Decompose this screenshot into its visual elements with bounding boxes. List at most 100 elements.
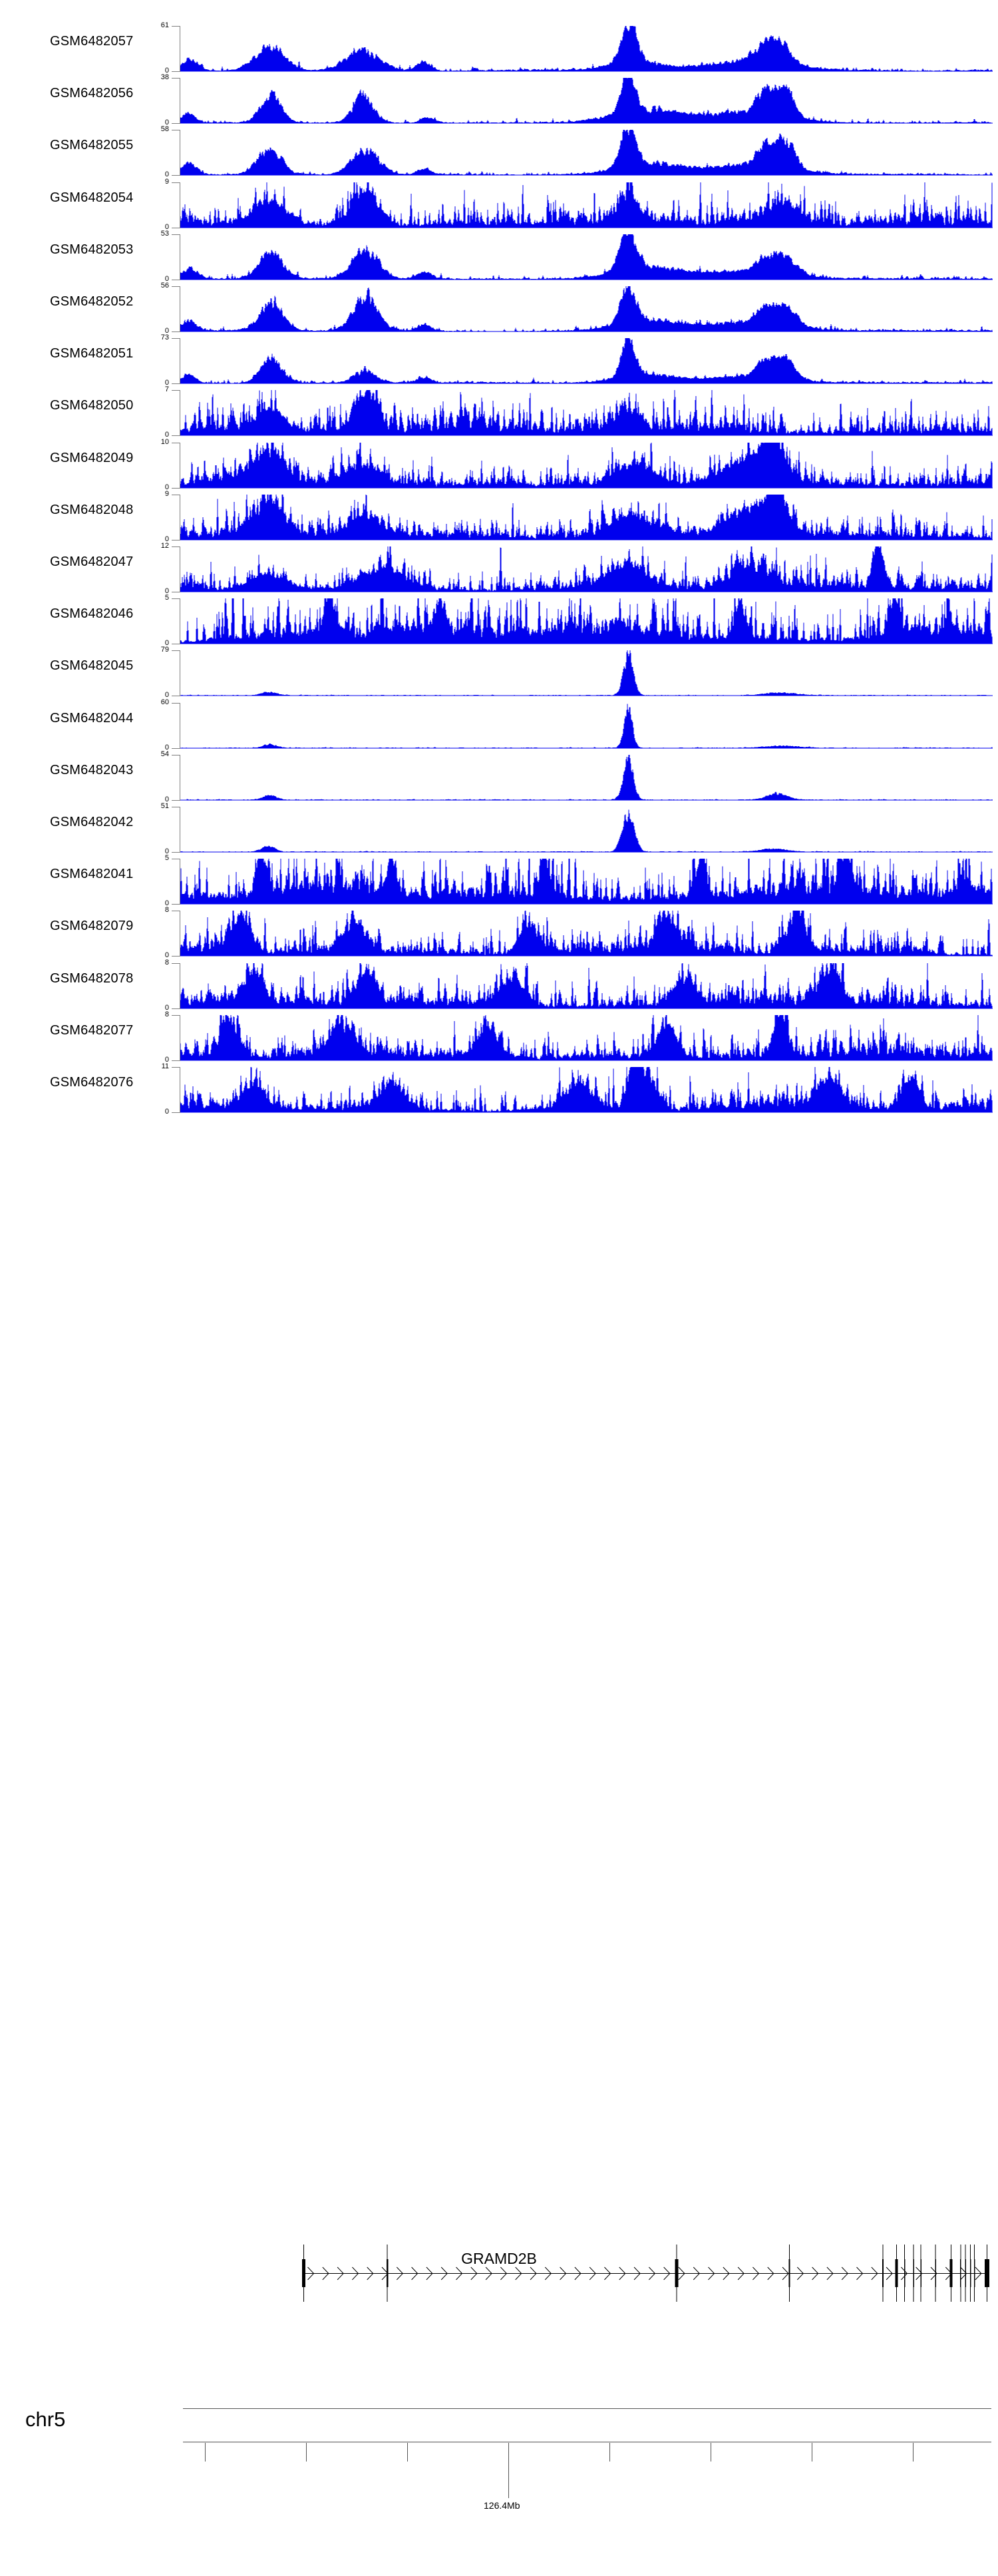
coverage-signal (180, 546, 993, 592)
track-sample-label: GSM6482057 (50, 34, 134, 49)
track-axis-min-label: 0 (164, 691, 169, 699)
track-sample-label: GSM6482043 (50, 763, 134, 777)
track-sample-label: GSM6482047 (50, 554, 134, 569)
coverage-track[interactable]: GSM6482053 53 0 (0, 212, 998, 283)
track-axis-max-tick (172, 26, 180, 27)
coverage-signal (180, 495, 993, 540)
track-axis-min-label: 0 (164, 379, 169, 387)
track-sample-label: GSM6482042 (50, 815, 134, 829)
coverage-track[interactable]: GSM6482050 7 0 (0, 367, 998, 439)
track-axis-min-label: 0 (164, 483, 169, 491)
coverage-track[interactable]: GSM6482041 5 0 (0, 836, 998, 907)
coverage-track[interactable]: GSM6482077 8 0 (0, 992, 998, 1064)
track-axis-max-tick (172, 1067, 180, 1068)
track-axis-max-tick (172, 338, 180, 339)
track-axis-min-label: 0 (164, 170, 169, 178)
track-axis-max-label: 38 (160, 73, 169, 81)
coverage-track[interactable]: GSM6482054 9 0 (0, 160, 998, 231)
track-axis-min-label: 0 (164, 275, 169, 283)
track-axis-max-label: 8 (164, 906, 169, 914)
track-axis-max-label: 73 (160, 333, 169, 341)
track-sample-label: GSM6482077 (50, 1023, 134, 1038)
coverage-track[interactable]: GSM6482049 10 0 (0, 420, 998, 491)
coverage-track[interactable]: GSM6482043 54 0 (0, 732, 998, 803)
track-axis-max-label: 54 (160, 750, 169, 758)
track-axis-max-label: 7 (164, 385, 169, 393)
track-axis-max-tick (172, 650, 180, 651)
ruler-position-label: 126.4Mb (484, 2500, 520, 2511)
track-axis-min-label: 0 (164, 951, 169, 959)
track-axis-max-tick (172, 598, 180, 599)
track-axis-max-tick (172, 1015, 180, 1016)
track-sample-label: GSM6482078 (50, 971, 134, 986)
track-axis-min-label: 0 (164, 795, 169, 803)
track-sample-label: GSM6482052 (50, 294, 134, 309)
coverage-track[interactable]: GSM6482076 11 0 (0, 1044, 998, 1116)
track-axis-max-tick (172, 703, 180, 704)
coverage-track[interactable]: GSM6482057 61 0 (0, 3, 998, 75)
track-axis-max-label: 9 (164, 178, 169, 186)
gene-model-drawing[interactable] (0, 2237, 998, 2313)
coverage-signal (180, 390, 993, 436)
coverage-signal (180, 443, 993, 489)
coverage-track[interactable]: GSM6482044 60 0 (0, 680, 998, 751)
coverage-track[interactable]: GSM6482078 8 0 (0, 941, 998, 1012)
coverage-signal (180, 963, 993, 1009)
track-axis-max-label: 10 (160, 438, 169, 446)
chromosome-ruler: chr5 126.4Mb (0, 2370, 998, 2511)
track-axis-min-label: 0 (164, 67, 169, 75)
ruler-svg[interactable] (0, 2370, 998, 2503)
track-sample-label: GSM6482054 (50, 190, 134, 205)
coverage-signal (180, 130, 993, 176)
coverage-track[interactable]: GSM6482079 8 0 (0, 888, 998, 959)
coverage-signal (180, 809, 993, 853)
coverage-track[interactable]: GSM6482052 56 0 (0, 264, 998, 335)
track-sample-label: GSM6482056 (50, 86, 134, 101)
gene-model-track: GRAMD2B (0, 2237, 998, 2363)
track-axis-min-label: 0 (164, 118, 169, 126)
track-axis-max-label: 9 (164, 490, 169, 498)
track-axis-min-label: 0 (164, 847, 169, 855)
coverage-signal (180, 78, 993, 124)
track-axis-zero-tick (172, 1060, 180, 1061)
coverage-track[interactable]: GSM6482047 12 0 (0, 524, 998, 595)
track-axis-max-label: 12 (160, 542, 169, 550)
track-axis-max-label: 61 (160, 21, 169, 29)
track-axis-max-label: 56 (160, 282, 169, 290)
track-axis-zero-tick (172, 748, 180, 749)
track-axis-zero-tick (172, 800, 180, 801)
track-axis-min-label: 0 (164, 587, 169, 595)
coverage-signal (180, 182, 993, 228)
track-axis-max-label: 8 (164, 1010, 169, 1018)
track-axis-zero-tick (172, 1112, 180, 1113)
coverage-track[interactable]: GSM6482048 9 0 (0, 472, 998, 543)
gene-model-svg[interactable] (0, 2237, 998, 2310)
track-axis-max-label: 5 (164, 854, 169, 862)
track-axis-zero-tick (172, 904, 180, 905)
track-axis-min-label: 0 (164, 639, 169, 647)
track-sample-label: GSM6482049 (50, 451, 134, 465)
track-sample-label: GSM6482079 (50, 919, 134, 933)
coverage-track[interactable]: GSM6482055 58 0 (0, 107, 998, 178)
track-axis-max-tick (172, 546, 180, 547)
track-axis-max-label: 51 (160, 802, 169, 810)
coverage-track[interactable]: GSM6482042 51 0 (0, 784, 998, 855)
track-axis-max-tick (172, 182, 180, 183)
track-axis-max-label: 11 (161, 1062, 169, 1070)
track-axis-min-label: 0 (164, 327, 169, 335)
track-sample-label: GSM6482046 (50, 606, 134, 621)
coverage-track[interactable]: GSM6482056 38 0 (0, 55, 998, 126)
coverage-signal (180, 755, 993, 801)
track-axis-zero-tick (172, 123, 180, 124)
track-axis-zero-tick (172, 956, 180, 957)
coverage-track[interactable]: GSM6482051 73 0 (0, 316, 998, 387)
track-axis-max-label: 53 (160, 230, 169, 238)
coverage-signal (180, 650, 993, 696)
coverage-track[interactable]: GSM6482045 79 0 (0, 628, 998, 699)
coverage-signal (180, 26, 993, 72)
coverage-track[interactable]: GSM6482046 5 0 (0, 576, 998, 647)
ruler-axis-drawing[interactable] (0, 2370, 998, 2506)
gene-name-label: GRAMD2B (461, 2250, 537, 2267)
track-axis-zero-tick (172, 331, 180, 332)
coverage-signal (180, 234, 993, 280)
